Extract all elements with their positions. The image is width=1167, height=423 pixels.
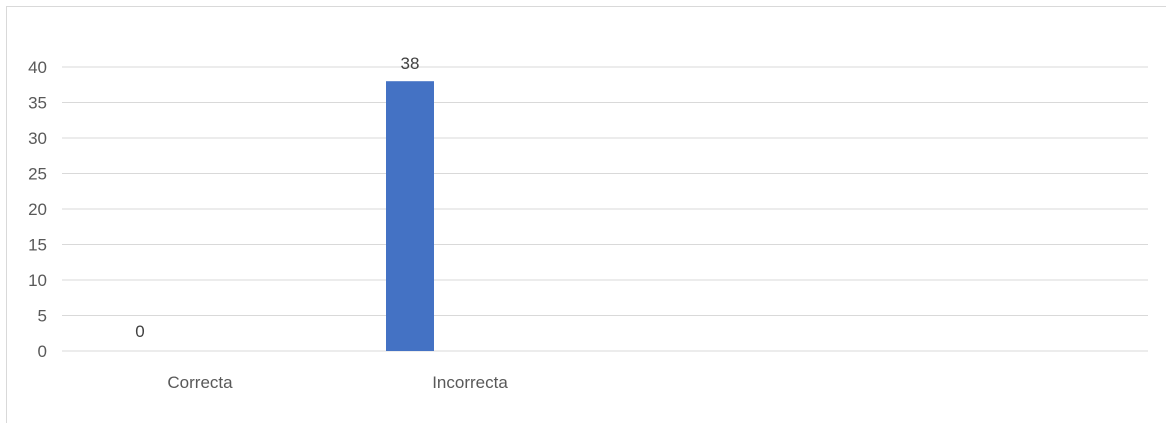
bar-incorrecta (386, 81, 434, 351)
y-tick-label: 15 (28, 236, 47, 255)
data-label-correcta: 0 (135, 322, 144, 341)
category-label-incorrecta: Incorrecta (432, 373, 508, 392)
y-tick-label: 0 (38, 342, 47, 361)
chart-frame (6, 6, 1166, 423)
y-tick-label: 10 (28, 271, 47, 290)
category-label-correcta: Correcta (167, 373, 233, 392)
y-tick-label: 40 (28, 58, 47, 77)
y-tick-label: 30 (28, 129, 47, 148)
data-label-incorrecta: 38 (401, 54, 420, 73)
data-labels: 0 38 (135, 54, 419, 341)
gridlines (62, 66, 1148, 352)
y-tick-label: 25 (28, 165, 47, 184)
y-axis-ticks: 0 5 10 15 20 25 30 35 40 (28, 58, 47, 361)
category-labels: Correcta Incorrecta (167, 373, 508, 392)
y-tick-label: 35 (28, 94, 47, 113)
bars (386, 81, 434, 351)
y-tick-label: 20 (28, 200, 47, 219)
y-tick-label: 5 (38, 307, 47, 326)
